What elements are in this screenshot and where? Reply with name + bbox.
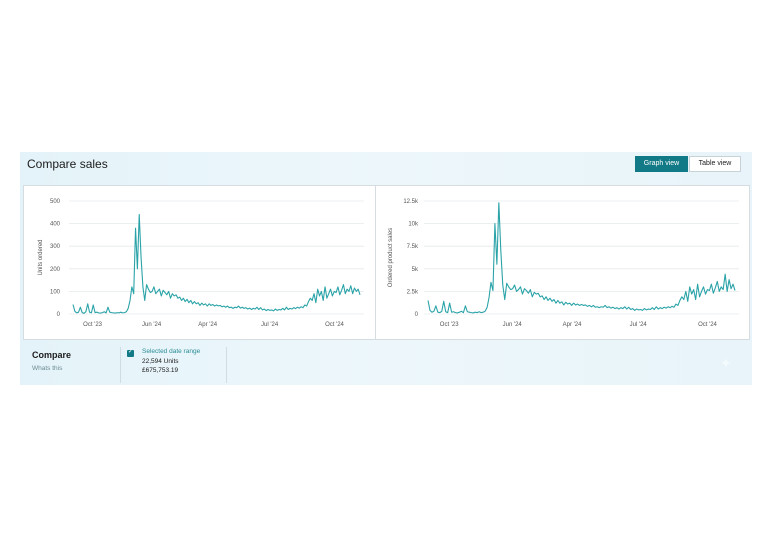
product-sales-chart: 0 2.5k 5k 7.5k 10k 12.5k Ordered product sales… bbox=[388, 199, 739, 328]
series-line bbox=[427, 202, 736, 314]
chart-divider bbox=[375, 186, 376, 339]
compare-title: Compare bbox=[32, 350, 72, 360]
x-tick-label: Jun '24 bbox=[503, 322, 523, 328]
x-tick-label: Apr '24 bbox=[563, 322, 582, 328]
x-tick-label: Apr '24 bbox=[198, 322, 217, 328]
selected-range-label: Selected date range bbox=[142, 348, 201, 355]
compare-sales-panel: Compare sales Graph view Table view 0 100… bbox=[20, 152, 752, 385]
y-tick-label: 0 bbox=[415, 312, 419, 318]
sparkle-icon: ✦ bbox=[720, 355, 732, 371]
y-tick-label: 400 bbox=[50, 222, 61, 228]
selected-range-checkbox[interactable] bbox=[127, 348, 134, 357]
x-tick-label: Oct '24 bbox=[698, 322, 717, 328]
compare-section: Compare Whats this Selected date range 2… bbox=[20, 342, 752, 385]
view-toggle: Graph view Table view bbox=[635, 156, 741, 172]
selected-range-units: 22,594 Units bbox=[142, 358, 179, 365]
y-tick-label: 12.5k bbox=[403, 199, 419, 205]
graph-view-tab[interactable]: Graph view bbox=[635, 156, 688, 172]
y-tick-label: 2.5k bbox=[407, 289, 419, 295]
charts-container: 0 100 200 300 400 500 Units ordered Oct '23 Jun … bbox=[23, 185, 750, 340]
units-ordered-chart: 0 100 200 300 400 500 Units ordered Oct '23 Jun … bbox=[38, 199, 364, 328]
y-tick-label: 0 bbox=[57, 312, 61, 318]
compare-divider-right bbox=[226, 347, 227, 383]
x-tick-label: Jul '24 bbox=[630, 322, 648, 328]
y-tick-label: 100 bbox=[50, 289, 61, 295]
y-tick-label: 500 bbox=[50, 199, 61, 205]
x-tick-label: Oct '24 bbox=[325, 322, 344, 328]
x-tick-label: Oct '23 bbox=[440, 322, 459, 328]
y-tick-label: 10k bbox=[408, 222, 419, 228]
series-line bbox=[72, 214, 361, 314]
y-tick-label: 7.5k bbox=[407, 244, 419, 250]
y-tick-label: 200 bbox=[50, 267, 61, 273]
x-tick-label: Jul '24 bbox=[261, 322, 279, 328]
y-tick-label: 300 bbox=[50, 244, 61, 250]
y-tick-label: 5k bbox=[412, 267, 419, 273]
selected-range-sales: £675,753.19 bbox=[142, 367, 179, 374]
x-tick-label: Oct '23 bbox=[83, 322, 102, 328]
x-tick-label: Jun '24 bbox=[142, 322, 162, 328]
panel-title: Compare sales bbox=[27, 157, 108, 171]
compare-divider-left bbox=[120, 347, 121, 383]
y-axis-label: Units ordered bbox=[38, 239, 44, 275]
table-view-tab[interactable]: Table view bbox=[689, 156, 741, 172]
whats-this-link[interactable]: Whats this bbox=[32, 365, 63, 372]
y-axis-label: Ordered product sales bbox=[388, 228, 394, 287]
